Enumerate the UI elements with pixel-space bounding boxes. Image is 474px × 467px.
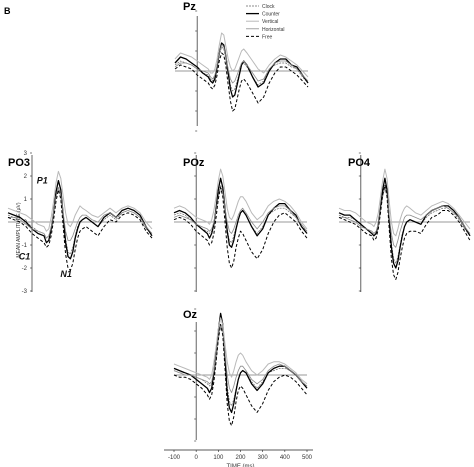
series-free [7, 189, 153, 271]
x-tick-label: 500 [302, 455, 313, 461]
series-clock [173, 184, 308, 244]
series-free [174, 52, 309, 112]
series-vertical [173, 168, 308, 230]
series-counter [338, 177, 471, 269]
series-clock [7, 187, 153, 255]
series-horizontal [174, 44, 309, 84]
panel-title: PO4 [348, 157, 371, 169]
series-horizontal [173, 323, 308, 394]
legend-label: Clock [262, 4, 275, 10]
series-horizontal [173, 187, 308, 234]
series-counter [174, 42, 309, 98]
y-tick-label: 2 [24, 174, 28, 180]
panel-letter: B [4, 6, 11, 16]
y-tick-label: 3 [24, 151, 28, 157]
panel-title: Oz [183, 309, 198, 321]
series-clock [338, 184, 471, 264]
panel-oz: Oz -100 0 100 200 300 400 500 TIME (ms) [164, 308, 313, 467]
series-clock [174, 46, 309, 92]
legend-label: Horizontal [262, 27, 285, 33]
x-tick-label: 100 [213, 455, 224, 461]
series-vertical [338, 168, 471, 237]
x-tick-label: 300 [258, 455, 269, 461]
series-free [338, 184, 471, 280]
annotation-c1: C1 [19, 251, 31, 261]
y-tick-label: 0 [24, 220, 28, 226]
series-counter [7, 179, 153, 260]
legend-label: Counter [262, 12, 280, 18]
legend-label: Free [262, 34, 273, 40]
y-tick-label: -1 [22, 243, 28, 249]
series-counter [173, 177, 308, 248]
series-vertical [7, 170, 153, 232]
series-counter [173, 312, 308, 414]
annotation-p1: P1 [37, 176, 48, 186]
y-tick-label: -2 [22, 266, 28, 272]
series-horizontal [339, 187, 471, 248]
x-axis-label: TIME (ms) [227, 464, 255, 467]
series-horizontal [8, 187, 153, 241]
annotation-n1: N1 [60, 269, 72, 279]
y-tick-label: -3 [22, 289, 28, 295]
x-tick-label: 400 [280, 455, 291, 461]
y-axis-label: MEAN AMPLITUDE (µV) [16, 202, 22, 257]
x-tick-label: 200 [235, 455, 246, 461]
y-tick-label: 1 [24, 197, 28, 203]
panel-po4: PO4 [338, 152, 471, 292]
series-clock [173, 324, 308, 407]
panel-title: POz [183, 157, 205, 169]
series-vertical [174, 32, 309, 78]
series-vertical [173, 317, 308, 385]
panel-poz: POz [173, 152, 308, 292]
legend-label: Vertical [262, 19, 278, 25]
panel-title: PO3 [8, 157, 30, 169]
panel-title: Pz [183, 1, 196, 13]
series-free [173, 187, 308, 269]
x-tick-label: 0 [194, 455, 198, 461]
series-free [173, 323, 308, 427]
x-tick-label: -100 [168, 455, 181, 461]
